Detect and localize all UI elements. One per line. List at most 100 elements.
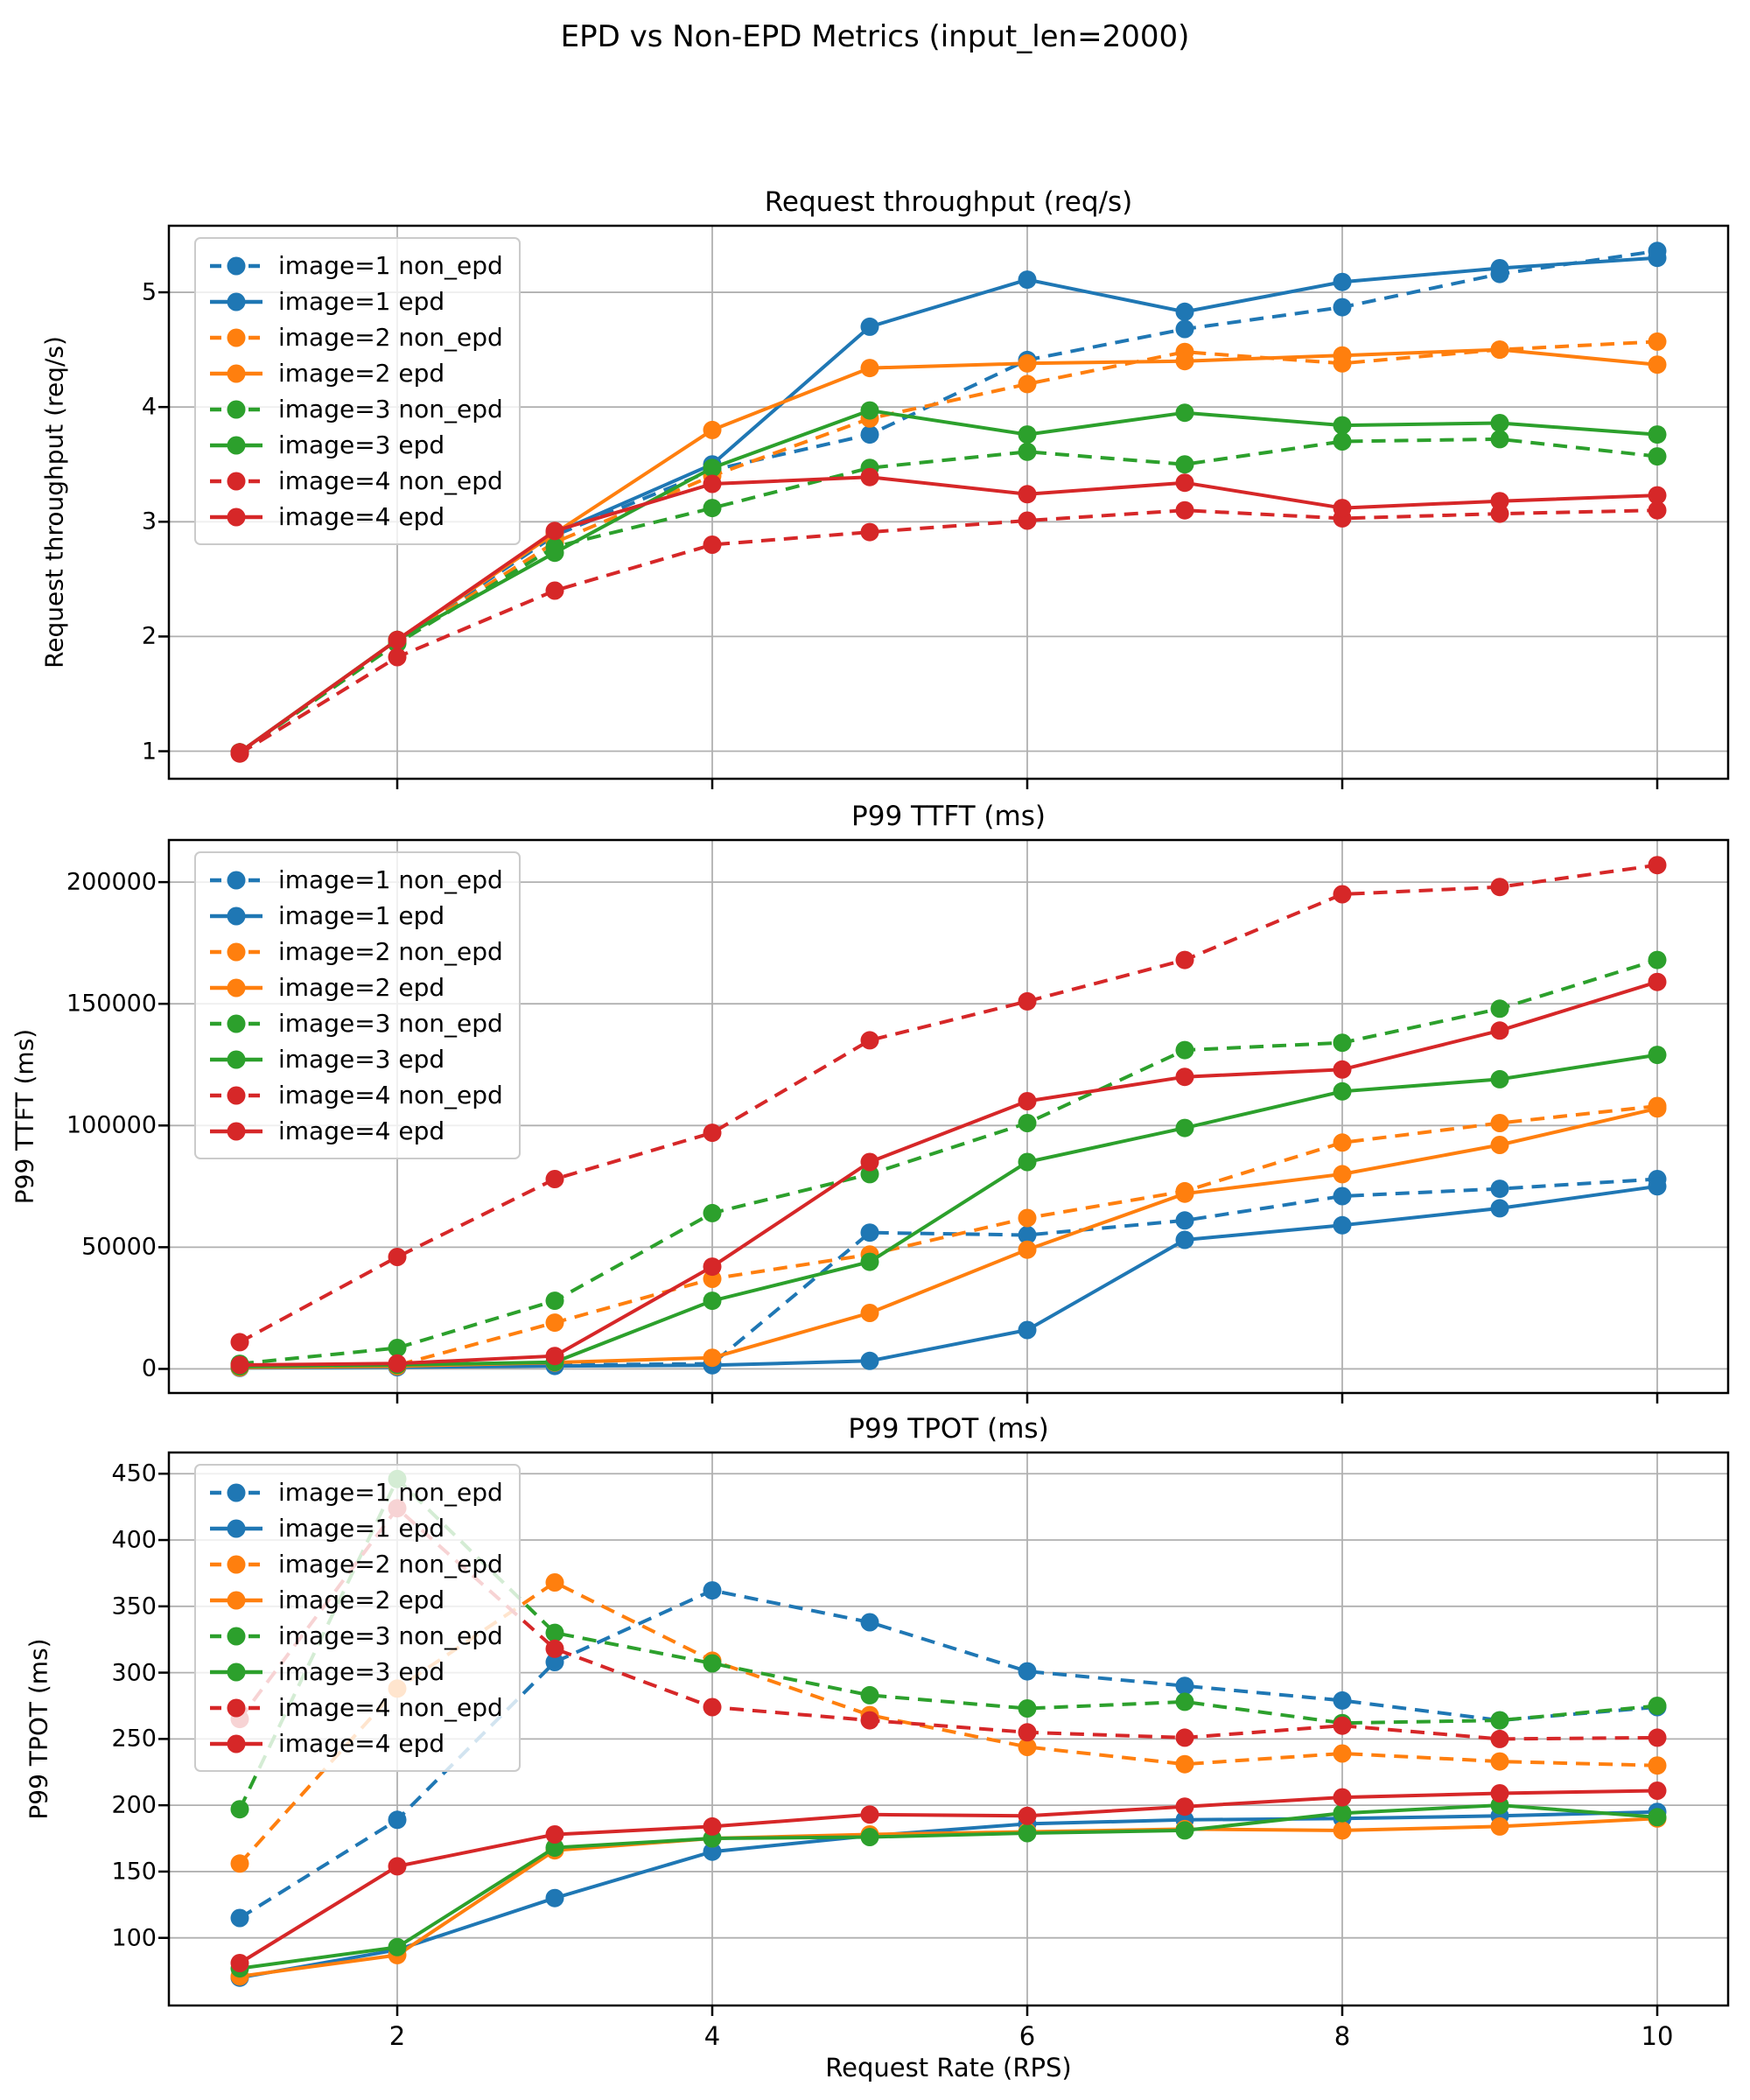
data-point-image-4-epd — [860, 1152, 879, 1172]
legend-label: image=4 non_epd — [278, 1693, 503, 1722]
legend-label: image=3 non_epd — [278, 1009, 503, 1038]
legend-item-image-4-non-epd: image=4 non_epd — [208, 1690, 503, 1726]
data-point-image-3-epd — [1648, 1808, 1667, 1827]
data-point-image-3-epd — [1333, 1082, 1352, 1101]
series-line-image-2-non-epd — [238, 340, 1658, 754]
chart-p99-tpot-ms- — [158, 1451, 1730, 2016]
data-point-image-3-non-epd — [388, 1339, 407, 1357]
legend-item-image-2-epd: image=2 epd — [208, 1582, 503, 1618]
data-point-image-3-non-epd — [1333, 1033, 1352, 1053]
data-point-image-3-epd — [1490, 414, 1509, 432]
data-point-image-3-non-epd — [703, 499, 722, 518]
series-line-image-1-epd — [239, 1810, 1658, 1980]
legend-line-sample — [210, 472, 262, 490]
x-tick-label: 2 — [388, 2021, 406, 2051]
legend-label: image=2 epd — [278, 973, 445, 1002]
legend-item-image-2-non-epd: image=2 non_epd — [208, 934, 503, 970]
data-point-image-4-epd — [703, 474, 722, 494]
legend-label: image=1 non_epd — [278, 251, 503, 280]
data-point-image-4-epd — [860, 1805, 879, 1824]
data-point-image-4-epd — [860, 467, 879, 486]
legend-item-image-2-epd: image=2 epd — [208, 970, 503, 1005]
legend-item-image-1-epd: image=1 epd — [208, 898, 503, 934]
series-line-image-1-epd — [239, 1184, 1658, 1370]
data-point-image-2-non-epd — [1018, 1738, 1037, 1756]
data-point-image-3-non-epd — [1490, 430, 1509, 449]
data-point-image-4-epd — [1648, 1782, 1667, 1800]
legend-line-sample — [210, 508, 262, 526]
data-point-image-3-non-epd — [1490, 1711, 1509, 1730]
data-point-image-2-epd — [860, 359, 879, 378]
axes-spine — [167, 1451, 1730, 2007]
data-point-image-2-non-epd — [1648, 1756, 1667, 1775]
legend-line-sample — [210, 1555, 262, 1573]
legend-item-image-1-non-epd: image=1 non_epd — [208, 1474, 503, 1510]
series-line-image-4-epd — [239, 980, 1658, 1367]
data-point-image-1-epd — [1018, 270, 1037, 290]
y-tick-label: 3 — [141, 508, 157, 536]
data-point-image-3-epd — [1490, 1069, 1509, 1088]
data-point-image-3-non-epd — [545, 1292, 564, 1311]
data-point-image-3-epd — [860, 1828, 879, 1846]
data-point-image-4-epd — [388, 1857, 407, 1876]
legend-label: image=1 epd — [278, 1514, 445, 1543]
legend-line-sample — [210, 1519, 262, 1537]
data-point-image-4-epd — [545, 1825, 564, 1844]
data-point-image-2-epd — [703, 420, 722, 439]
data-point-image-2-non-epd — [1018, 1208, 1037, 1228]
legend-label: image=4 epd — [278, 502, 445, 531]
legend-label: image=1 non_epd — [278, 865, 503, 894]
chart-title-tpot: P99 TPOT (ms) — [848, 1413, 1049, 1445]
series-line-image-2-non-epd — [239, 1104, 1658, 1369]
figure-title: EPD vs Non-EPD Metrics (input_len=2000) — [560, 19, 1190, 54]
data-point-image-2-epd — [1490, 1136, 1509, 1154]
series-line-image-4-epd — [238, 475, 1658, 754]
data-point-image-3-non-epd — [1648, 1697, 1667, 1715]
legend-item-image-4-epd: image=4 epd — [208, 499, 503, 535]
data-point-image-4-non-epd — [1490, 1729, 1509, 1748]
series-line-image-3-epd — [238, 409, 1658, 754]
series-line-image-1-non-epd — [239, 1177, 1658, 1370]
legend-line-sample — [210, 1050, 262, 1068]
legend-label: image=4 epd — [278, 1116, 445, 1145]
data-point-image-3-epd — [703, 458, 722, 478]
data-point-image-4-non-epd — [1648, 500, 1667, 520]
data-point-image-3-non-epd — [230, 1800, 249, 1819]
data-point-image-4-epd — [1018, 485, 1037, 504]
data-point-image-2-epd — [1490, 1816, 1509, 1836]
legend-item-image-2-epd: image=2 epd — [208, 355, 503, 391]
data-point-image-4-epd — [230, 1355, 249, 1375]
data-point-image-1-non-epd — [1333, 1690, 1352, 1710]
data-point-image-4-non-epd — [545, 581, 564, 600]
legend-item-image-2-non-epd: image=2 non_epd — [208, 319, 503, 355]
chart-p99-ttft-ms- — [158, 838, 1730, 1404]
data-point-image-1-epd — [1333, 272, 1352, 291]
data-point-image-3-epd — [388, 1937, 407, 1956]
data-point-image-4-epd — [1333, 1788, 1352, 1807]
data-point-image-2-epd — [1333, 1165, 1352, 1184]
legend-item-image-3-non-epd: image=3 non_epd — [208, 1005, 503, 1041]
y-tick-label: 1 — [141, 738, 157, 766]
data-point-image-4-epd — [1175, 1068, 1194, 1087]
legend-line-sample — [210, 364, 262, 382]
data-point-image-3-epd — [1648, 425, 1667, 444]
data-point-image-4-non-epd — [230, 1333, 249, 1352]
legend-line-sample — [210, 871, 262, 889]
chart-request-throughput-req-s- — [158, 224, 1730, 789]
data-point-image-4-epd — [1490, 1784, 1509, 1802]
series-line-image-3-epd — [239, 1053, 1658, 1368]
data-point-image-1-non-epd — [230, 1908, 249, 1928]
legend-item-image-4-epd: image=4 epd — [208, 1726, 503, 1761]
data-point-image-3-non-epd — [860, 1685, 879, 1704]
legend-item-image-2-non-epd: image=2 non_epd — [208, 1546, 503, 1582]
data-point-image-4-non-epd — [1175, 1728, 1194, 1747]
legend-label: image=2 non_epd — [278, 1550, 503, 1578]
legend-line-sample — [210, 328, 262, 346]
data-point-image-4-non-epd — [1648, 1728, 1667, 1747]
data-point-image-4-non-epd — [860, 1031, 879, 1050]
data-point-image-3-epd — [1018, 1152, 1037, 1172]
data-point-image-1-non-epd — [1018, 1226, 1037, 1244]
legend-label: image=2 non_epd — [278, 323, 503, 352]
data-point-image-1-epd — [1018, 1320, 1037, 1340]
y-tick-label: 2 — [141, 622, 157, 650]
